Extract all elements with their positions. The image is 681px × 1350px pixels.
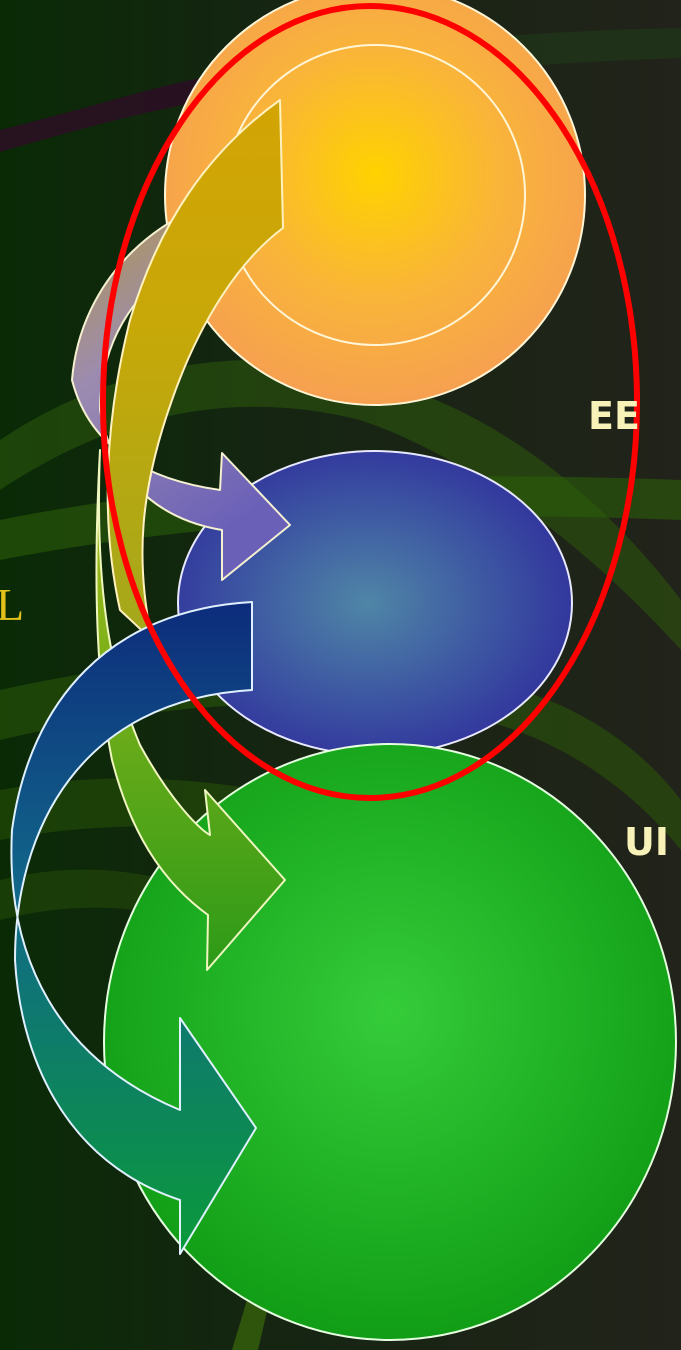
highlight-ellipse [100, 3, 640, 801]
left-partial-label: L [0, 579, 25, 630]
arrow-top-to-middle [71, 189, 291, 581]
lower-right-partial-label: UI [624, 820, 669, 864]
upper-right-partial-label: EE [588, 394, 640, 438]
arrow-bottom-to-top [106, 99, 284, 641]
arrow-middle-to-bottom [10, 601, 257, 1255]
